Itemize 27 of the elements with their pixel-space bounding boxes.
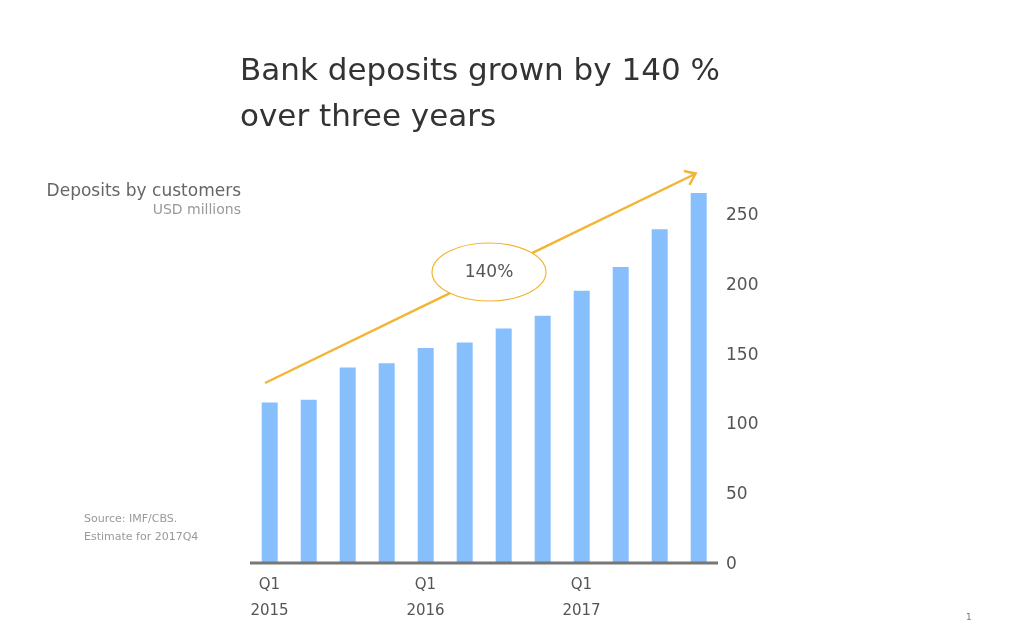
- bar: [612, 267, 629, 563]
- y-tick-label: 150: [726, 343, 759, 364]
- bar: [456, 342, 473, 563]
- x-tick-label: Q1 2017: [562, 575, 601, 619]
- text: USD millions: [151, 201, 241, 217]
- bar: [261, 402, 278, 563]
- bar: [495, 328, 512, 563]
- bar: [417, 347, 434, 563]
- y-tick-label: 100: [726, 413, 759, 434]
- source-note: Source: IMF/CBS. Estimate for 2017Q4: [84, 511, 199, 545]
- y-tick-label: 250: [726, 203, 759, 224]
- y-tick-label: 200: [726, 273, 759, 294]
- bar: [300, 399, 317, 563]
- bar: [534, 315, 551, 563]
- bar: [573, 290, 590, 563]
- y-tick-label: 0: [726, 553, 737, 574]
- y-tick-label: 50: [726, 483, 748, 504]
- x-tick-label: Q1 2016: [406, 575, 445, 619]
- y-axis-title: Deposits by customers: [46, 180, 241, 200]
- bar: [690, 193, 707, 563]
- bar: [378, 363, 395, 563]
- chart-title: Bank deposits grown by 140 % over three years: [240, 50, 720, 135]
- bar: [339, 367, 356, 563]
- annotation: 140%: [463, 261, 515, 281]
- bar: [651, 229, 668, 563]
- text: 1: [966, 612, 972, 622]
- x-tick-label: Q1 2015: [250, 575, 289, 619]
